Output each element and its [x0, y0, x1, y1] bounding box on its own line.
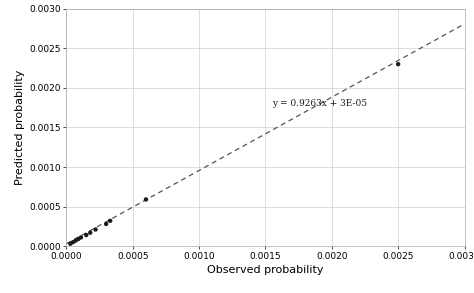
Point [74, 237, 82, 241]
Point [82, 233, 90, 237]
Point [66, 241, 74, 246]
Point [106, 219, 114, 223]
Point [92, 227, 100, 232]
Text: y = 0.9263x + 3E-05: y = 0.9263x + 3E-05 [272, 99, 367, 108]
Point [394, 62, 402, 67]
Point [102, 222, 110, 226]
Point [77, 235, 85, 240]
Point [69, 240, 77, 244]
Point [72, 238, 80, 243]
Point [142, 197, 150, 202]
Y-axis label: Predicted probability: Predicted probability [15, 70, 25, 185]
X-axis label: Observed probability: Observed probability [207, 265, 324, 275]
Point [86, 230, 94, 235]
